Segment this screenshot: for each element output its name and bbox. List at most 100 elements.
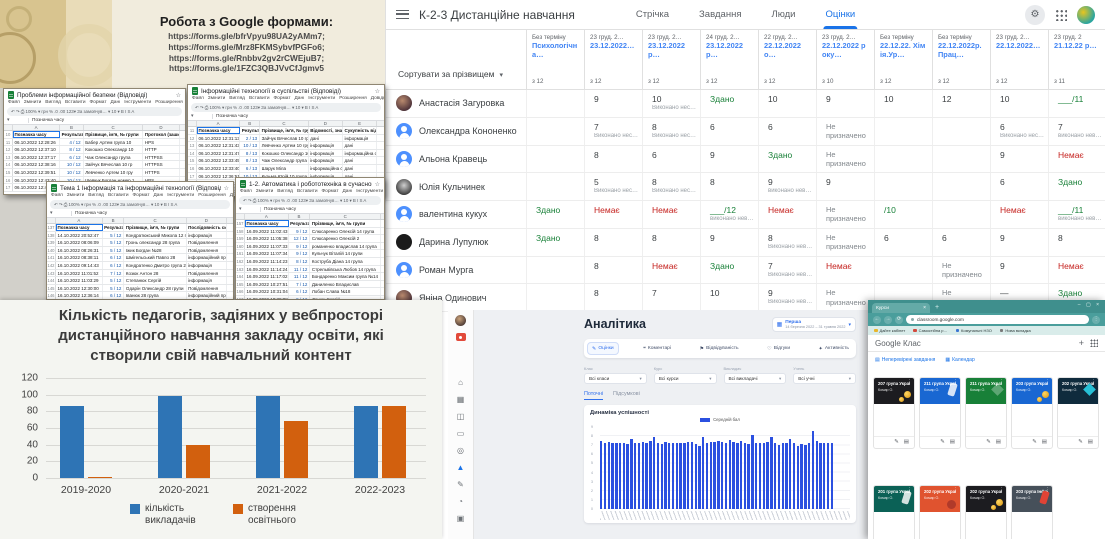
folder-icon[interactable]: ▤ [903,438,909,445]
stop-icon[interactable]: ▣ [456,514,465,523]
assignment-title[interactable]: Психологічна… [532,42,578,59]
menu-item[interactable]: Дані [342,189,353,194]
settings-icon[interactable]: ⚙ [1025,4,1045,25]
more-options-icon[interactable]: ⋮ [999,379,1004,385]
menu-item[interactable]: Розширення [155,100,183,105]
grade-cell[interactable]: 5 Виконано нес… [584,173,642,200]
assignment-title[interactable]: 23.12.2022р… [648,42,685,59]
likes-icon[interactable]: ▲ [456,463,465,472]
grade-cell[interactable]: Немає [642,256,700,284]
menu-item[interactable]: Формат [132,193,150,198]
grade-cell[interactable]: 12 [932,90,990,117]
window-controls[interactable]: – ▢ × [1077,302,1101,308]
menu-item[interactable]: Змінити [66,193,85,198]
sheet-row[interactable]: 16 06.10.2022 12:33:40 6 / 13 Шарук Міла інф… [188,164,384,173]
grade-cell[interactable]: 7 виконано нев… [1048,117,1105,145]
grade-cell[interactable]: 8 Виконано нес… [642,173,700,200]
grade-cell[interactable]: 9 [700,228,758,256]
grade-cell[interactable]: 8 [700,173,758,200]
class-card-title[interactable]: 203 група Інформаці… [1016,489,1048,494]
grade-cell[interactable]: 6 Виконано нес… [990,117,1048,145]
grade-cell[interactable]: 10 [758,90,816,117]
name-box[interactable]: ▾ [239,207,261,212]
bookmark-item[interactable]: Самостійна р… [913,328,948,333]
menu-item[interactable]: Вигляд [45,100,61,105]
calendar-link[interactable]: ▦ Календар [945,357,975,363]
column-letter[interactable]: B [289,214,311,219]
menu-item[interactable]: Файл [240,189,252,194]
tab-stream[interactable]: Стрічка [635,9,670,20]
grade-cell[interactable]: 10 [700,284,758,311]
sheet-row[interactable]: 14 06.10.2022 12:38:16 10 / 12 Зайчук Вячес… [4,161,185,169]
grade-cell[interactable]: Здано [700,256,758,284]
assignment-column[interactable]: 23 груд. 2… 23.12.2022р… з 12 [642,30,700,89]
grade-cell[interactable]: 9 [584,90,642,117]
browser-menu-icon[interactable]: ⋮ [1092,315,1100,324]
people-icon[interactable]: ◫ [456,412,465,421]
name-box[interactable]: ▾ [50,211,72,216]
name-box[interactable]: ▾ [191,114,213,119]
forward-icon[interactable]: → [884,315,892,324]
star-icon[interactable]: ☆ [374,88,380,95]
forms-link[interactable]: https://forms.gle/1FZC3QBJVvCfJgmv5 [169,63,324,74]
menu-item[interactable]: Дані [110,100,121,105]
grade-cell[interactable]: 6 [990,173,1048,200]
menu-item[interactable]: Дані [153,193,164,198]
grade-cell[interactable]: Не призначено [816,145,874,173]
modules-icon[interactable]: ▦ [456,395,465,404]
grade-cell[interactable]: 8 Виконано нес… [642,117,700,145]
tab-people[interactable]: Люди [771,9,796,20]
sheet-row[interactable]: 140 16.10.2022 08:26:31 5 / 12 Іжик Богдан … [47,246,233,255]
settings-icon[interactable]: ◎ [457,446,464,455]
sheet-row[interactable]: 145 16.10.2022 12:30:00 5 / 12 Одарін Олекс… [47,284,233,293]
student-name-cell[interactable]: валентина кукух [386,201,526,228]
menu-item[interactable]: Вставити [107,193,129,198]
menu-item[interactable]: Змінити [23,100,42,105]
grade-cell[interactable]: Не призначено [816,228,874,256]
assignment-title[interactable]: 22.12.2022… [996,42,1041,50]
assignment-title[interactable]: 23.12.2022… [590,42,635,50]
assignment-title[interactable]: 22.12.22. Хімія.Ур… [880,42,926,59]
sheet-row[interactable]: 13 06.10.2022 12:31:43 10 / 13 Левченко Арт… [188,142,384,150]
assignment-column[interactable]: 23 груд. 2 21.12.22 р… з 11 [1048,30,1105,89]
grade-cell[interactable]: ___/11 [1048,90,1105,117]
assignment-title[interactable]: 23.12.2022 р… [706,42,743,59]
new-tab-icon[interactable]: + [935,304,940,311]
sheet-row[interactable]: 10 Позначка часу Результат Прізвище, ім'я, … [4,131,185,139]
grade-cell[interactable] [874,117,932,145]
column-letter[interactable]: B [240,121,261,126]
class-card[interactable]: 211 група УкраїнськаКомар О.⋮✎▤ [965,377,1007,449]
reload-icon[interactable]: ⟳ [895,315,903,324]
student-name-cell[interactable]: Олександра Кононенко [386,118,526,145]
address-bar[interactable]: classroom.google.com [906,315,1089,324]
assignment-title[interactable]: 22.12.2022р.Прац… [938,42,982,59]
back-icon[interactable]: ← [873,315,881,324]
account-avatar[interactable] [1077,5,1095,24]
menu-item[interactable]: Формат [89,100,107,105]
forms-link[interactable]: https://forms.gle/bfrVpyu98UA2yAMm7; [168,30,325,41]
grade-cell[interactable] [932,145,990,173]
sheet-row[interactable]: 12 06.10.2022 12:37:10 8 / 12 Кокошко Олекс… [4,146,185,154]
todo-link[interactable]: ▤ Неперевірені завдання [875,357,936,363]
home-icon[interactable]: ⌂ [458,378,463,387]
grade-cell[interactable] [932,201,990,228]
menu-item[interactable]: Інструменти [167,193,195,198]
folder-icon[interactable]: ▤ [1087,438,1093,445]
grade-cell[interactable]: ___/11 виконано нев… [1048,201,1105,228]
class-card[interactable]: 202 група Українська…Комар О.⋮✎▤ [965,485,1007,539]
assignment-column[interactable]: Без терміну 22.12.2022р.Прац… з 12 [932,30,990,89]
analytics-tab-feedback[interactable]: ♡ Відгуки [763,343,794,354]
grade-cell[interactable]: 9 [990,228,1048,256]
grade-work-icon[interactable]: ✎ [1032,438,1037,445]
grade-cell[interactable]: ___/12 виконано нев… [700,201,758,228]
grade-cell[interactable] [874,256,932,284]
analytics-tab-attendance[interactable]: ⚑ Відвідуваність [695,343,742,354]
more-options-icon[interactable]: ⋮ [1045,487,1050,493]
grade-cell[interactable]: 7 Виконано нев… [758,256,816,284]
grade-cell[interactable]: 8 [1048,228,1105,256]
grade-cell[interactable]: 8 [584,256,642,284]
more-options-icon[interactable]: ⋮ [907,487,912,493]
class-card-title[interactable]: 211 група Українська [970,381,1002,386]
grade-cell[interactable]: 6 [642,145,700,173]
name-box[interactable]: ▾ [7,118,29,123]
